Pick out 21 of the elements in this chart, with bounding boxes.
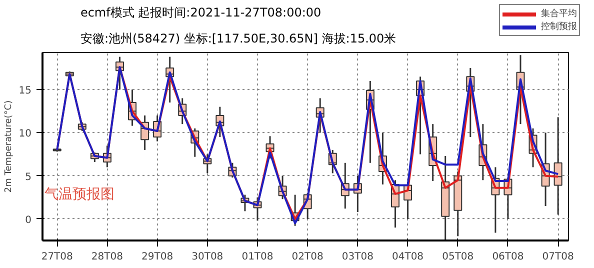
x-tick-label: 28T08 [91, 252, 123, 262]
x-tick-label: 03T08 [342, 252, 374, 262]
x-tick-label: 01T08 [242, 252, 274, 262]
x-tick-label: 29T08 [142, 252, 174, 262]
y-axis-title: 2m Temperature(°C) [4, 100, 14, 193]
annotation: 气温预报图 [44, 186, 114, 202]
legend-label: 集合平均 [541, 8, 577, 20]
x-tick-label: 05T08 [442, 252, 474, 262]
y-tick-label: 5 [25, 172, 32, 183]
chart-subtitle: 安徽:池州(58427) 坐标:[117.50E,30.65N] 海拔:15.00米 [80, 32, 396, 46]
y-tick-label: 15 [18, 86, 32, 97]
x-tick-label: 02T08 [292, 252, 324, 262]
x-tick-label: 30T08 [192, 252, 224, 262]
x-tick-label: 07T08 [542, 252, 574, 262]
y-tick-label: 0 [25, 214, 32, 226]
y-tick-label: 10 [18, 128, 32, 140]
x-tick-label: 04T08 [392, 252, 424, 262]
legend-label: 控制预报 [541, 20, 577, 33]
x-tick-label: 06T08 [492, 252, 524, 262]
chart-title: ecmf模式 起报时间:2021-11-27T08:00:00 [80, 6, 322, 20]
x-tick-label: 27T08 [41, 252, 73, 262]
